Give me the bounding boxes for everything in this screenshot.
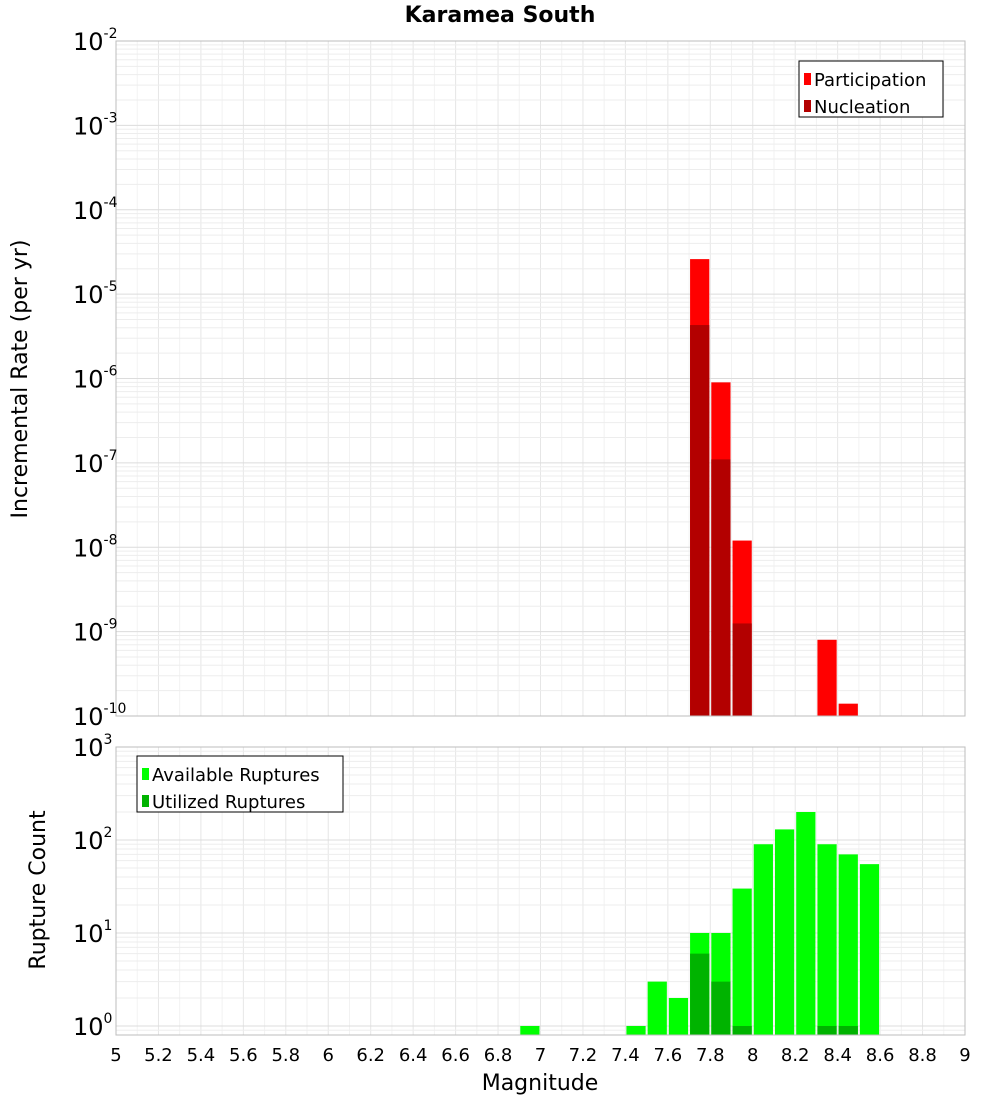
x-tick-label: 7.4 [611, 1045, 640, 1066]
x-tick-label: 7.8 [696, 1045, 725, 1066]
x-tick-label: 6.4 [399, 1045, 428, 1066]
legend-box [136, 755, 344, 813]
y-tick-label: 10-2 [73, 26, 118, 56]
y-tick-label: 103 [73, 732, 112, 762]
y-tick-label: 10-10 [73, 701, 126, 731]
y-tick-label: 10-4 [73, 195, 118, 225]
x-tick-label: 6.8 [484, 1045, 513, 1066]
series-nucleation [690, 325, 752, 716]
bar [732, 1025, 752, 1035]
x-tick-label: 8.6 [866, 1045, 895, 1066]
bar [838, 1025, 858, 1035]
y-tick-label: 10-5 [73, 279, 118, 309]
legend-swatch [804, 73, 811, 85]
x-tick-label: 9 [959, 1045, 970, 1066]
legend-rate: Participation Nucleation [798, 60, 944, 118]
x-tick-label: 6.6 [441, 1045, 470, 1066]
x-tick-label: 5.6 [229, 1045, 258, 1066]
bar [838, 703, 858, 716]
y-tick-labels-count: 103 102 101 100 [73, 732, 112, 1041]
bar [774, 829, 795, 1035]
bar [520, 1025, 540, 1035]
bar [753, 844, 773, 1035]
legend-label: Participation [814, 70, 926, 91]
y-tick-label: 10-7 [73, 448, 118, 478]
bar [817, 1025, 837, 1035]
bar [732, 623, 752, 716]
legend-swatch [142, 795, 149, 807]
y-tick-label: 10-9 [73, 617, 118, 647]
legend-count: Available Ruptures Utilized Ruptures [136, 755, 344, 813]
incremental-rate-plot: 10-2 10-3 10-4 10-5 10-6 10-7 10-8 10-9 10-10 Par… [73, 26, 966, 731]
legend-box [798, 60, 944, 118]
bar [838, 854, 858, 1035]
legend-label: Nucleation [814, 97, 910, 118]
y-tick-label: 10-6 [73, 364, 118, 394]
gridlines-rate [115, 41, 966, 717]
chart-title: Karamea South [405, 3, 596, 28]
x-tick-labels: 5 5.2 5.4 5.6 5.8 6 6.2 6.4 6.6 6.8 7 7.2 7.4 7.6 7.8 8… [110, 1045, 970, 1066]
x-tick-label: 5.2 [144, 1045, 173, 1066]
bar [690, 953, 710, 1035]
bar [690, 325, 710, 716]
bar [711, 459, 731, 716]
y-tick-label: 102 [73, 825, 112, 855]
x-tick-label: 8.8 [908, 1045, 937, 1066]
series-utilized-ruptures [690, 953, 858, 1035]
x-tick-label: 7.6 [654, 1045, 683, 1066]
x-axis-label: Magnitude [482, 1071, 599, 1096]
plot-border-count [115, 746, 966, 1036]
y-axis-label-count: Rupture Count [26, 810, 51, 970]
legend-label: Available Ruptures [152, 765, 320, 786]
y-tick-label: 100 [73, 1011, 112, 1041]
bar [711, 981, 731, 1035]
legend-swatch [804, 100, 811, 112]
x-tick-label: 5.4 [187, 1045, 216, 1066]
series-available-ruptures [520, 812, 880, 1035]
bar [817, 639, 837, 716]
y-axis-label-rate: Incremental Rate (per yr) [8, 240, 33, 519]
x-tick-label: 7 [535, 1045, 546, 1066]
bar [859, 864, 880, 1035]
y-tick-label: 101 [73, 918, 112, 948]
rupture-count-plot: 103 102 101 100 Available Ruptures Utilized R… [73, 732, 971, 1066]
x-tick-label: 7.2 [569, 1045, 598, 1066]
y-tick-labels-rate: 10-2 10-3 10-4 10-5 10-6 10-7 10-8 10-9 10-10 [73, 26, 126, 731]
x-tick-label: 8.4 [823, 1045, 852, 1066]
x-tick-label: 6.2 [356, 1045, 385, 1066]
bar [732, 888, 752, 1035]
legend-label: Utilized Ruptures [152, 792, 305, 813]
legend-swatch [142, 768, 149, 780]
x-tick-label: 6 [323, 1045, 334, 1066]
x-tick-label: 8.2 [781, 1045, 810, 1066]
x-tick-label: 5.8 [271, 1045, 300, 1066]
y-tick-label: 10-3 [73, 110, 118, 140]
x-tick-label: 5 [110, 1045, 121, 1066]
bar [626, 1025, 646, 1035]
y-tick-label: 10-8 [73, 532, 118, 562]
bar [647, 981, 667, 1035]
bar [817, 844, 837, 1035]
bar [668, 997, 689, 1035]
x-tick-label: 8 [747, 1045, 758, 1066]
plot-border-rate [115, 40, 966, 717]
bar [796, 812, 816, 1035]
